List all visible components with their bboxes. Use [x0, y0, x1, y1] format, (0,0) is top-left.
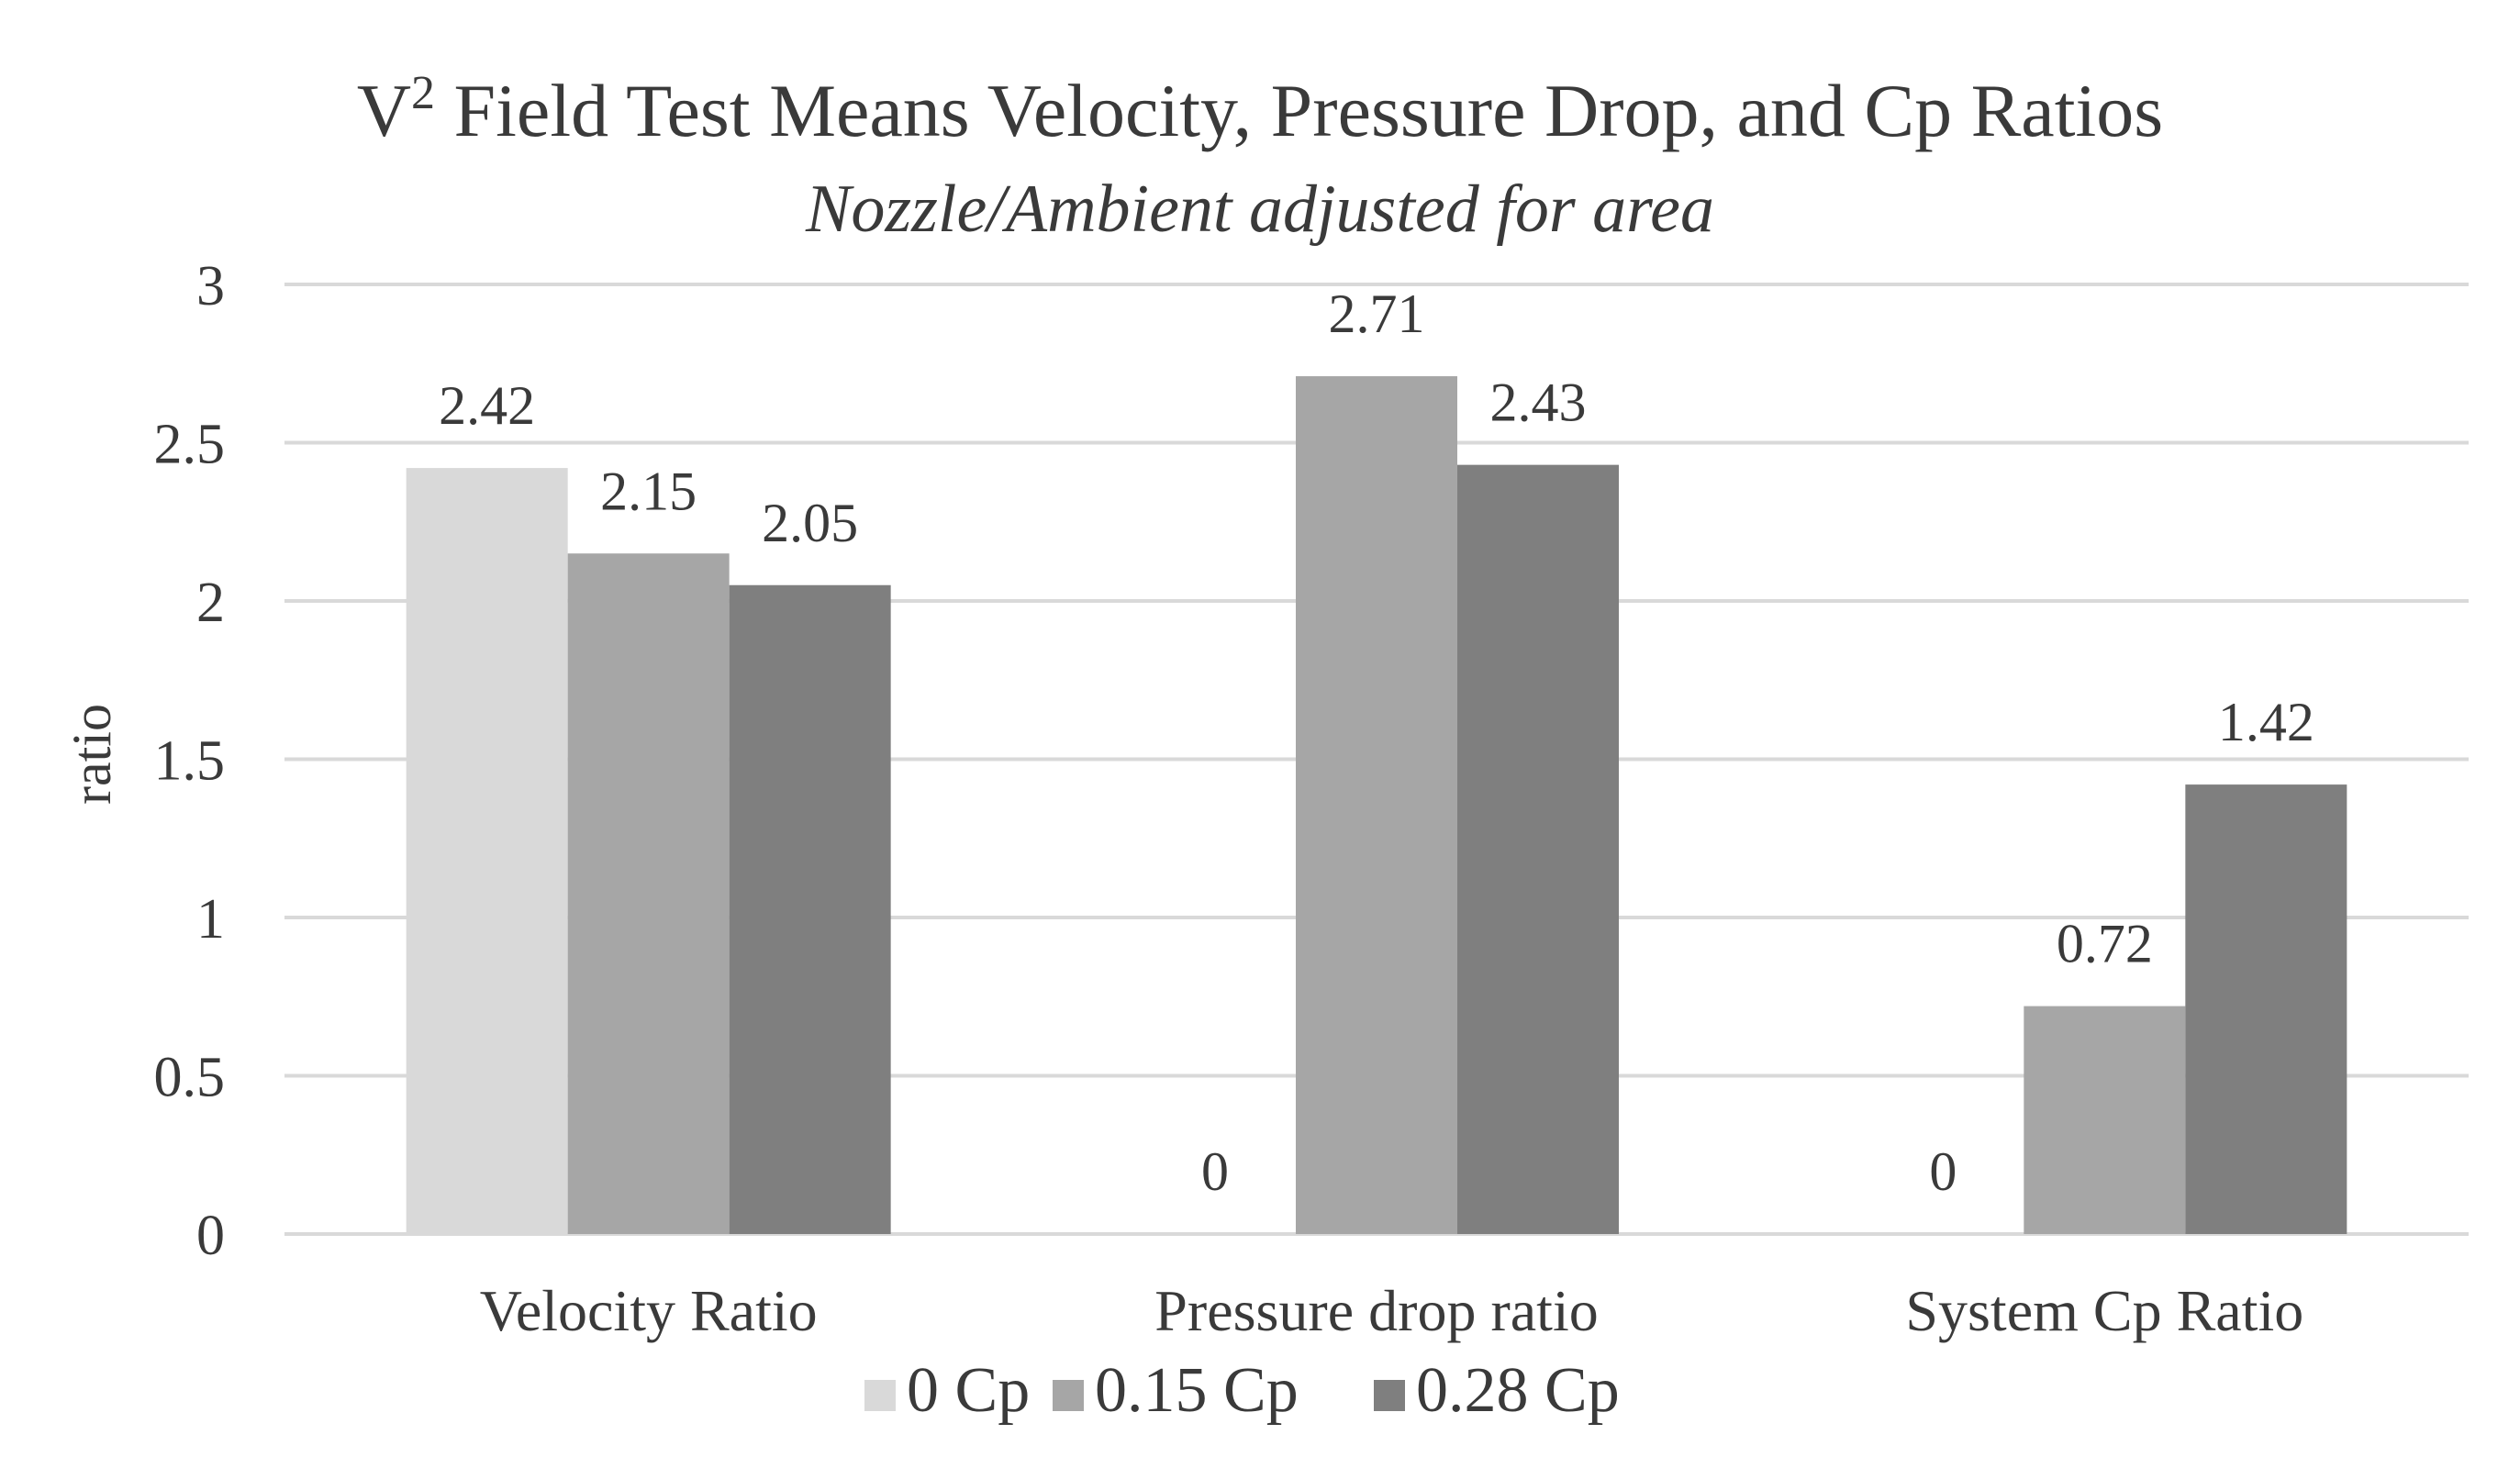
legend-item: 0.28 Cp	[1374, 1355, 1620, 1426]
chart-title-text: V2 Field Test Means Velocity, Pressure D…	[357, 67, 2163, 152]
chart-subtitle: Nozzle/Ambient adjusted for area	[805, 172, 1714, 247]
data-label: 2.71	[1329, 284, 1425, 344]
x-category-label: Pressure drop ratio	[1154, 1278, 1598, 1343]
bar	[2185, 784, 2347, 1234]
data-label: 1.42	[2218, 692, 2314, 752]
x-category-label: System Cp Ratio	[1905, 1278, 2303, 1343]
x-axis-categories: Velocity Ratio Pressure drop ratio System …	[480, 1278, 2304, 1343]
chart-title: V2 Field Test Means Velocity, Pressure D…	[357, 67, 2163, 152]
legend-label: 0.15 Cp	[1095, 1355, 1299, 1426]
bar	[567, 553, 730, 1234]
chart-title-main: V	[357, 69, 411, 152]
y-tick-label: 2.5	[154, 414, 226, 476]
data-label: 2.15	[600, 461, 697, 521]
legend-item: 0 Cp	[864, 1355, 1030, 1426]
y-axis-ticks: 0 0.5 1 1.5 2 2.5 3	[154, 255, 226, 1267]
legend-swatch	[1374, 1380, 1405, 1411]
y-tick-label: 3	[196, 255, 225, 317]
y-tick-label: 1.5	[154, 730, 226, 793]
bar	[1457, 464, 1619, 1234]
data-label: 2.43	[1490, 373, 1587, 433]
legend-label: 0.28 Cp	[1416, 1355, 1620, 1426]
bar	[729, 584, 891, 1234]
y-tick-label: 1	[196, 888, 225, 951]
y-axis-label: ratio	[61, 704, 122, 805]
data-label: 2.05	[762, 493, 858, 553]
bars	[406, 376, 2347, 1235]
legend-item: 0.15 Cp	[1053, 1355, 1299, 1426]
legend-swatch	[864, 1380, 896, 1411]
bar	[406, 468, 568, 1235]
data-label: 0	[1201, 1141, 1229, 1202]
legend-swatch	[1053, 1380, 1084, 1411]
chart-title-rest: Field Test Means Velocity, Pressure Drop…	[435, 69, 2163, 152]
x-category-label: Velocity Ratio	[480, 1278, 818, 1343]
data-label: 2.42	[439, 375, 535, 436]
legend-label: 0 Cp	[907, 1355, 1030, 1426]
legend: 0 Cp 0.15 Cp 0.28 Cp	[864, 1355, 1620, 1426]
y-tick-label: 0.5	[154, 1047, 226, 1109]
bar	[2024, 1006, 2186, 1234]
data-labels: 2.42 2.15 2.05 0 2.71 2.43 0 0.72 1.42	[439, 284, 2314, 1202]
bar	[1296, 376, 1457, 1234]
y-tick-label: 0	[196, 1205, 225, 1267]
data-label: 0.72	[2057, 914, 2153, 974]
y-tick-label: 2	[196, 572, 225, 634]
data-label: 0	[1929, 1141, 1957, 1202]
chart-title-superscript: 2	[411, 67, 435, 119]
